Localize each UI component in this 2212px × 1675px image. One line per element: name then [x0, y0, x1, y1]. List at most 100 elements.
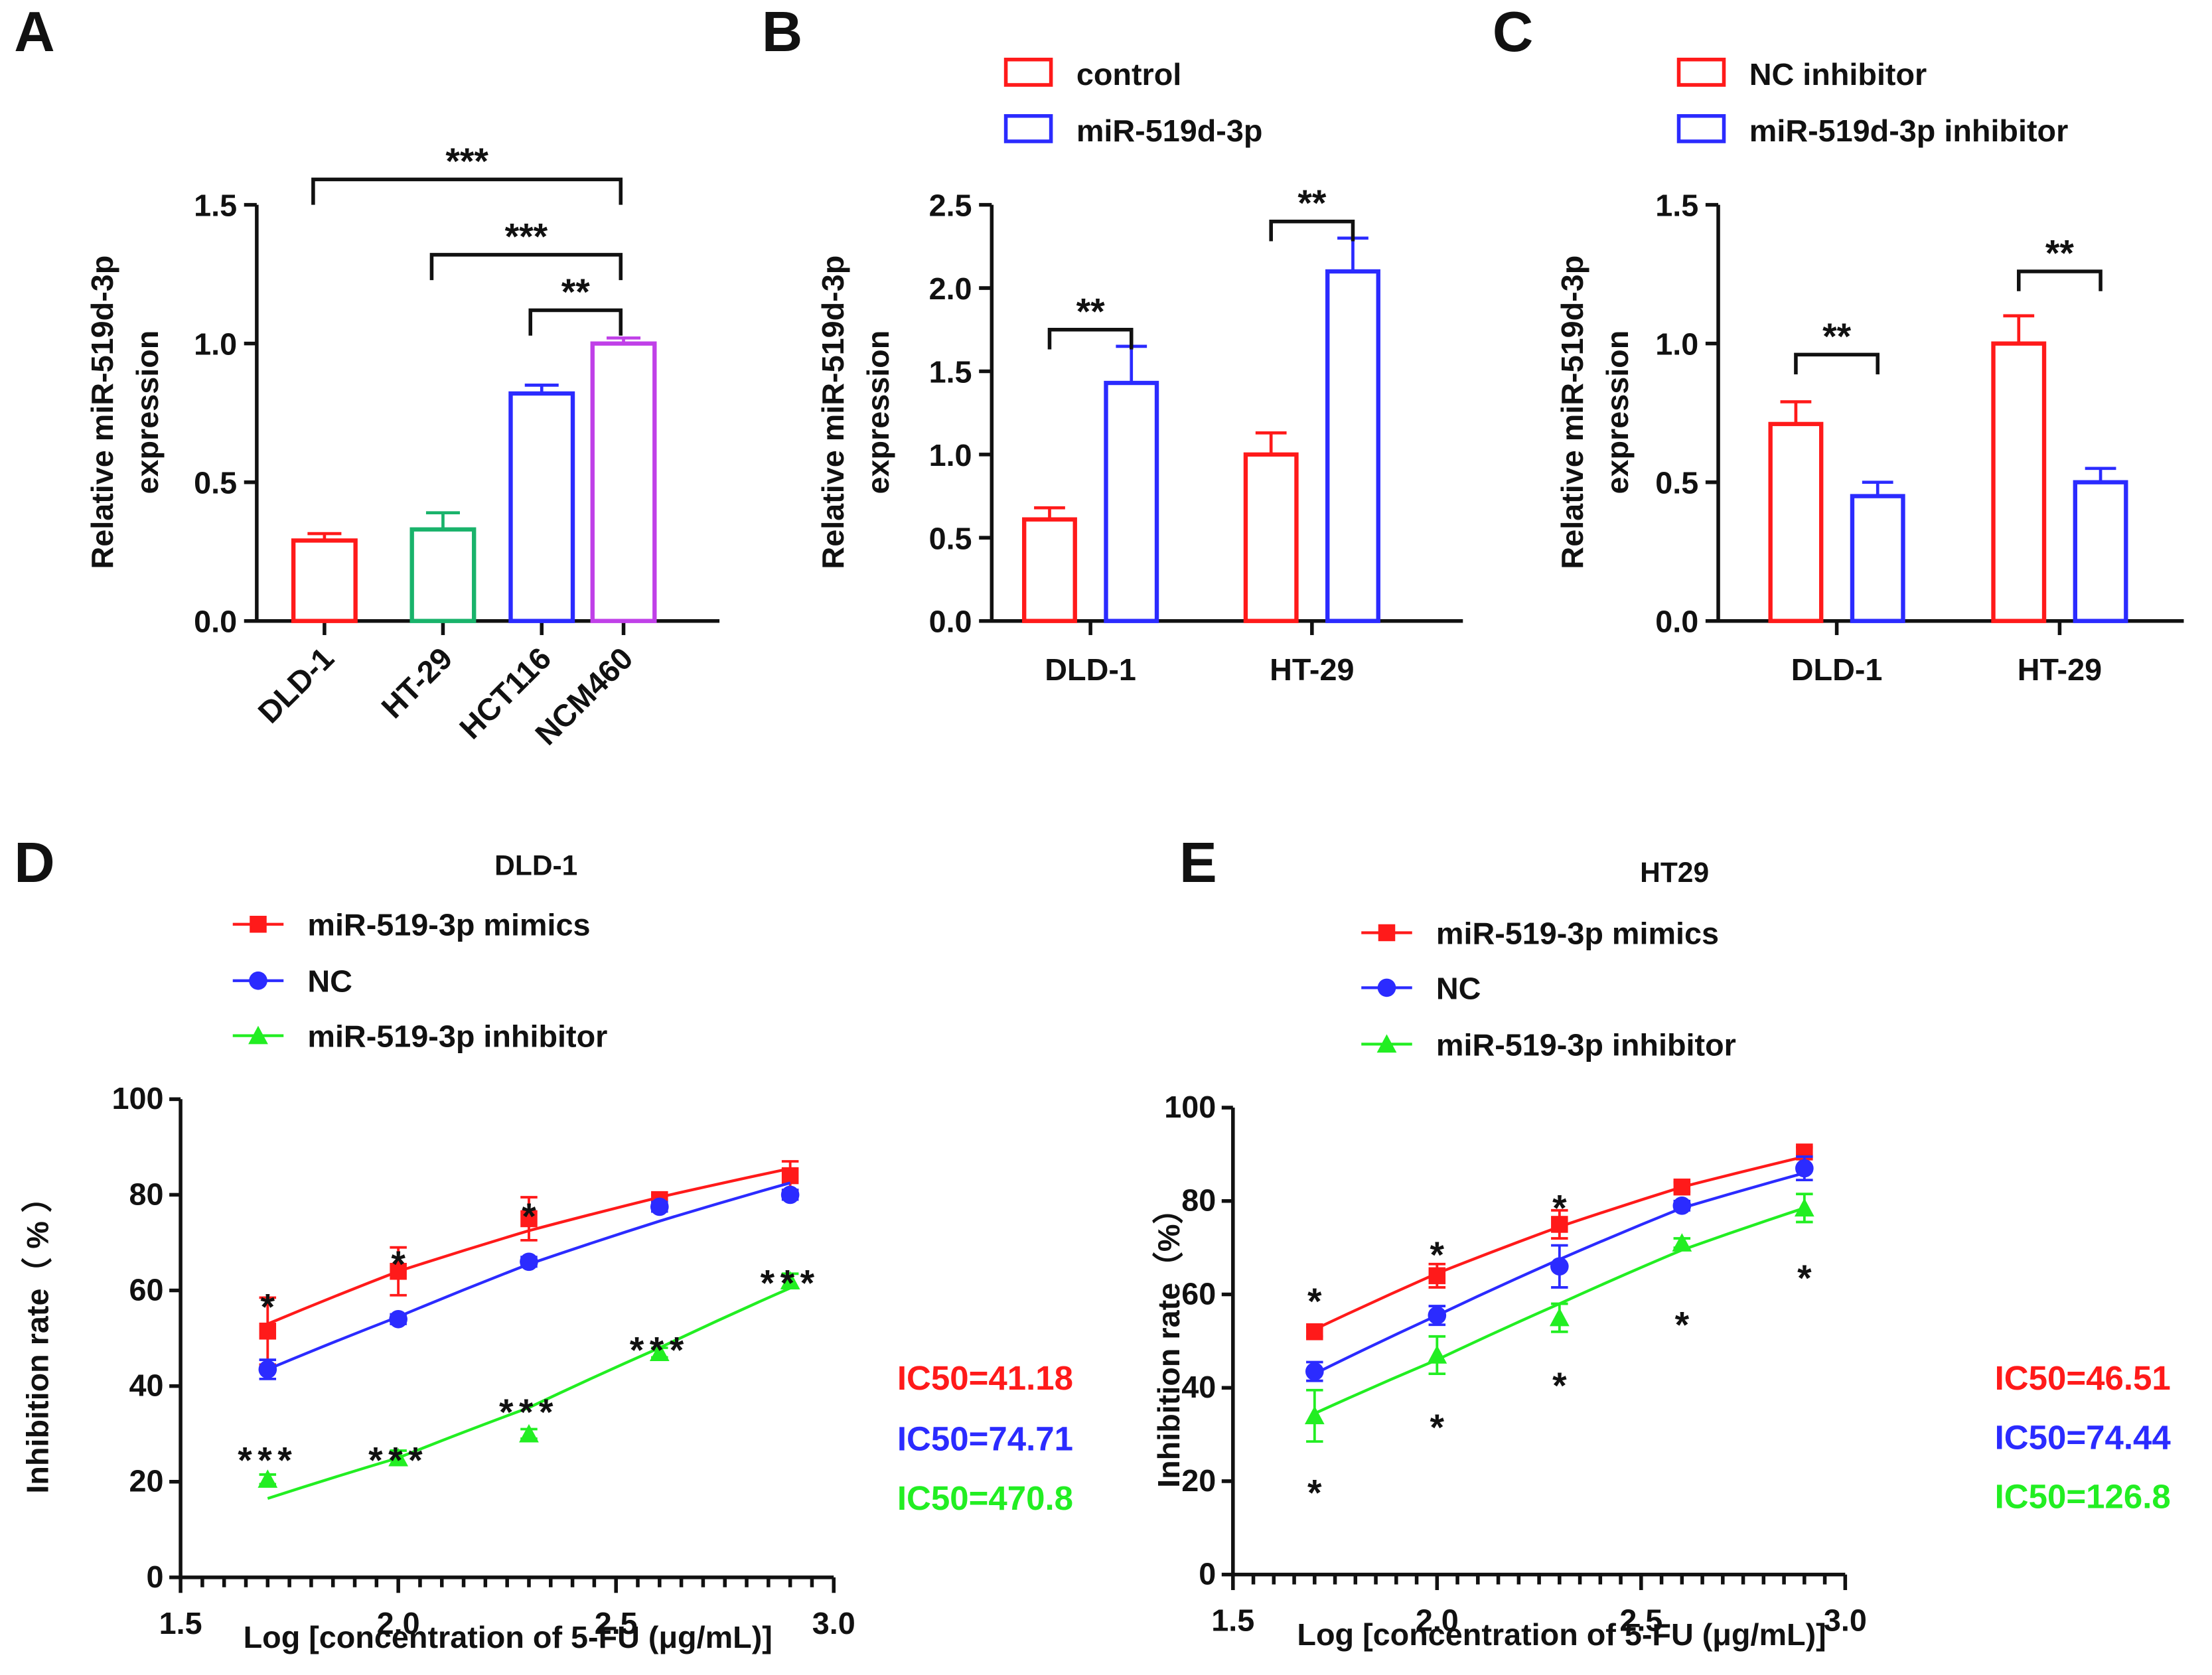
- x-tick-label: 2.5: [1619, 1603, 1662, 1638]
- y-tick-label: 2.0: [929, 271, 972, 306]
- significance-label: ***: [368, 1439, 428, 1481]
- panel-letter-d: D: [14, 832, 54, 895]
- marker-triangle: [248, 1025, 268, 1045]
- y-axis-label: expression: [861, 330, 895, 494]
- significance-label: **: [2045, 232, 2075, 273]
- marker-square: [520, 1210, 538, 1228]
- significance-label: *: [522, 1196, 536, 1237]
- y-axis-label: Relative miR-519d-3p: [85, 255, 119, 569]
- y-tick-label: 20: [1181, 1463, 1216, 1498]
- y-tick-label: 1.0: [929, 438, 972, 473]
- y-tick-label: 1.0: [194, 327, 237, 362]
- significance-label: ***: [761, 1263, 820, 1304]
- legend-label: miR-519d-3p: [1076, 113, 1263, 148]
- marker-triangle: [780, 1271, 800, 1289]
- significance-label: **: [1297, 182, 1327, 224]
- y-tick-label: 100: [1164, 1090, 1216, 1124]
- marker-square: [1378, 924, 1396, 942]
- significance-label: *: [261, 1287, 275, 1328]
- significance-label: *: [1797, 1258, 1812, 1299]
- y-tick-label: 0.0: [194, 605, 237, 639]
- significance-label: *: [1552, 1365, 1567, 1406]
- marker-triangle: [1427, 1345, 1447, 1364]
- x-category-label: HT-29: [2018, 652, 2102, 687]
- legend-label: NC: [1436, 971, 1481, 1005]
- marker-triangle: [1794, 1198, 1814, 1217]
- y-tick-label: 0.5: [194, 466, 237, 500]
- significance-label: *: [1430, 1407, 1445, 1448]
- marker-circle: [520, 1252, 538, 1272]
- legend-label: miR-519-3p inhibitor: [1436, 1027, 1736, 1062]
- series-circle: [258, 1181, 800, 1380]
- y-tick-label: 60: [129, 1272, 164, 1307]
- marker-triangle: [258, 1469, 278, 1488]
- x-category-label: HT-29: [1270, 652, 1354, 687]
- legend-swatch: [1676, 57, 1726, 87]
- y-tick-label: 0: [147, 1560, 164, 1594]
- marker-circle: [1305, 1362, 1324, 1381]
- y-tick-label: 0.0: [929, 605, 972, 639]
- legend-swatch: [1003, 57, 1053, 87]
- y-tick-label: 0.0: [1655, 605, 1698, 639]
- significance-label: ***: [630, 1330, 690, 1371]
- significance-label: **: [1822, 316, 1852, 357]
- marker-circle: [249, 971, 267, 990]
- marker-triangle: [1549, 1307, 1570, 1327]
- series-square: [1306, 1143, 1813, 1341]
- marker-circle: [1428, 1306, 1447, 1325]
- panel-letter-b: B: [762, 1, 802, 64]
- marker-triangle: [388, 1447, 409, 1467]
- legend-label: miR-519d-3p inhibitor: [1749, 113, 2069, 148]
- marker-square: [259, 1323, 277, 1340]
- y-axis-label: Inhibition rate（ % ）: [20, 1181, 54, 1493]
- legend-label: miR-519-3p mimics: [307, 908, 590, 942]
- marker-circle: [650, 1197, 669, 1216]
- y-axis-label: Relative miR-519d-3p: [1555, 255, 1589, 569]
- y-tick-label: 40: [1181, 1370, 1216, 1404]
- significance-bracket: [311, 177, 623, 205]
- legend-label: NC inhibitor: [1749, 57, 1927, 92]
- significance-bracket: [1794, 352, 1880, 375]
- legend-swatch: [1003, 113, 1053, 143]
- y-tick-label: 2.5: [929, 188, 972, 223]
- panel-c-grouped-bar-chart: 0.0 0.5 1.0 1.5 Relative miR-519d-3p expressi…: [1555, 57, 2184, 687]
- significance-label: *: [1307, 1281, 1322, 1322]
- marker-circle: [389, 1309, 407, 1329]
- x-axis-label: Log [concentration of 5-FU (μg/mL)]: [244, 1620, 773, 1654]
- marker-triangle: [1376, 1034, 1397, 1053]
- marker-square: [781, 1167, 799, 1185]
- panel-letter-c: C: [1493, 1, 1533, 64]
- significance-bracket: [1269, 219, 1355, 242]
- series-circle: [1305, 1155, 1814, 1382]
- legend-label: NC: [307, 964, 352, 999]
- x-tick-label: 2.0: [1416, 1603, 1459, 1638]
- significance-label: *: [1430, 1234, 1445, 1275]
- marker-square: [1306, 1323, 1323, 1341]
- significance-label: ***: [238, 1439, 297, 1481]
- y-tick-label: 0: [1199, 1557, 1216, 1591]
- ic50-label: IC50=74.44: [1995, 1418, 2172, 1456]
- marker-circle: [1795, 1159, 1814, 1178]
- significance-label: ***: [499, 1392, 559, 1433]
- y-tick-label: 0.5: [1655, 466, 1698, 500]
- ic50-label: IC50=46.51: [1995, 1359, 2171, 1397]
- x-tick-label: 2.0: [377, 1606, 420, 1640]
- marker-square: [250, 915, 267, 933]
- marker-square: [390, 1262, 407, 1280]
- x-tick-label: 1.5: [159, 1606, 202, 1640]
- ic50-label: IC50=470.8: [897, 1479, 1073, 1517]
- y-tick-label: 20: [129, 1464, 164, 1498]
- y-tick-label: 40: [129, 1368, 164, 1403]
- ic50-label: IC50=126.8: [1995, 1478, 2171, 1516]
- marker-triangle: [1672, 1233, 1692, 1252]
- significance-label: *: [1552, 1188, 1567, 1229]
- marker-triangle: [1304, 1406, 1325, 1425]
- significance-bracket: [1047, 328, 1134, 350]
- ic50-label: IC50=41.18: [897, 1359, 1073, 1397]
- significance-label: **: [561, 271, 591, 313]
- significance-bracket: [528, 308, 623, 336]
- panel-letter-a: A: [14, 1, 54, 64]
- marker-triangle: [649, 1343, 670, 1361]
